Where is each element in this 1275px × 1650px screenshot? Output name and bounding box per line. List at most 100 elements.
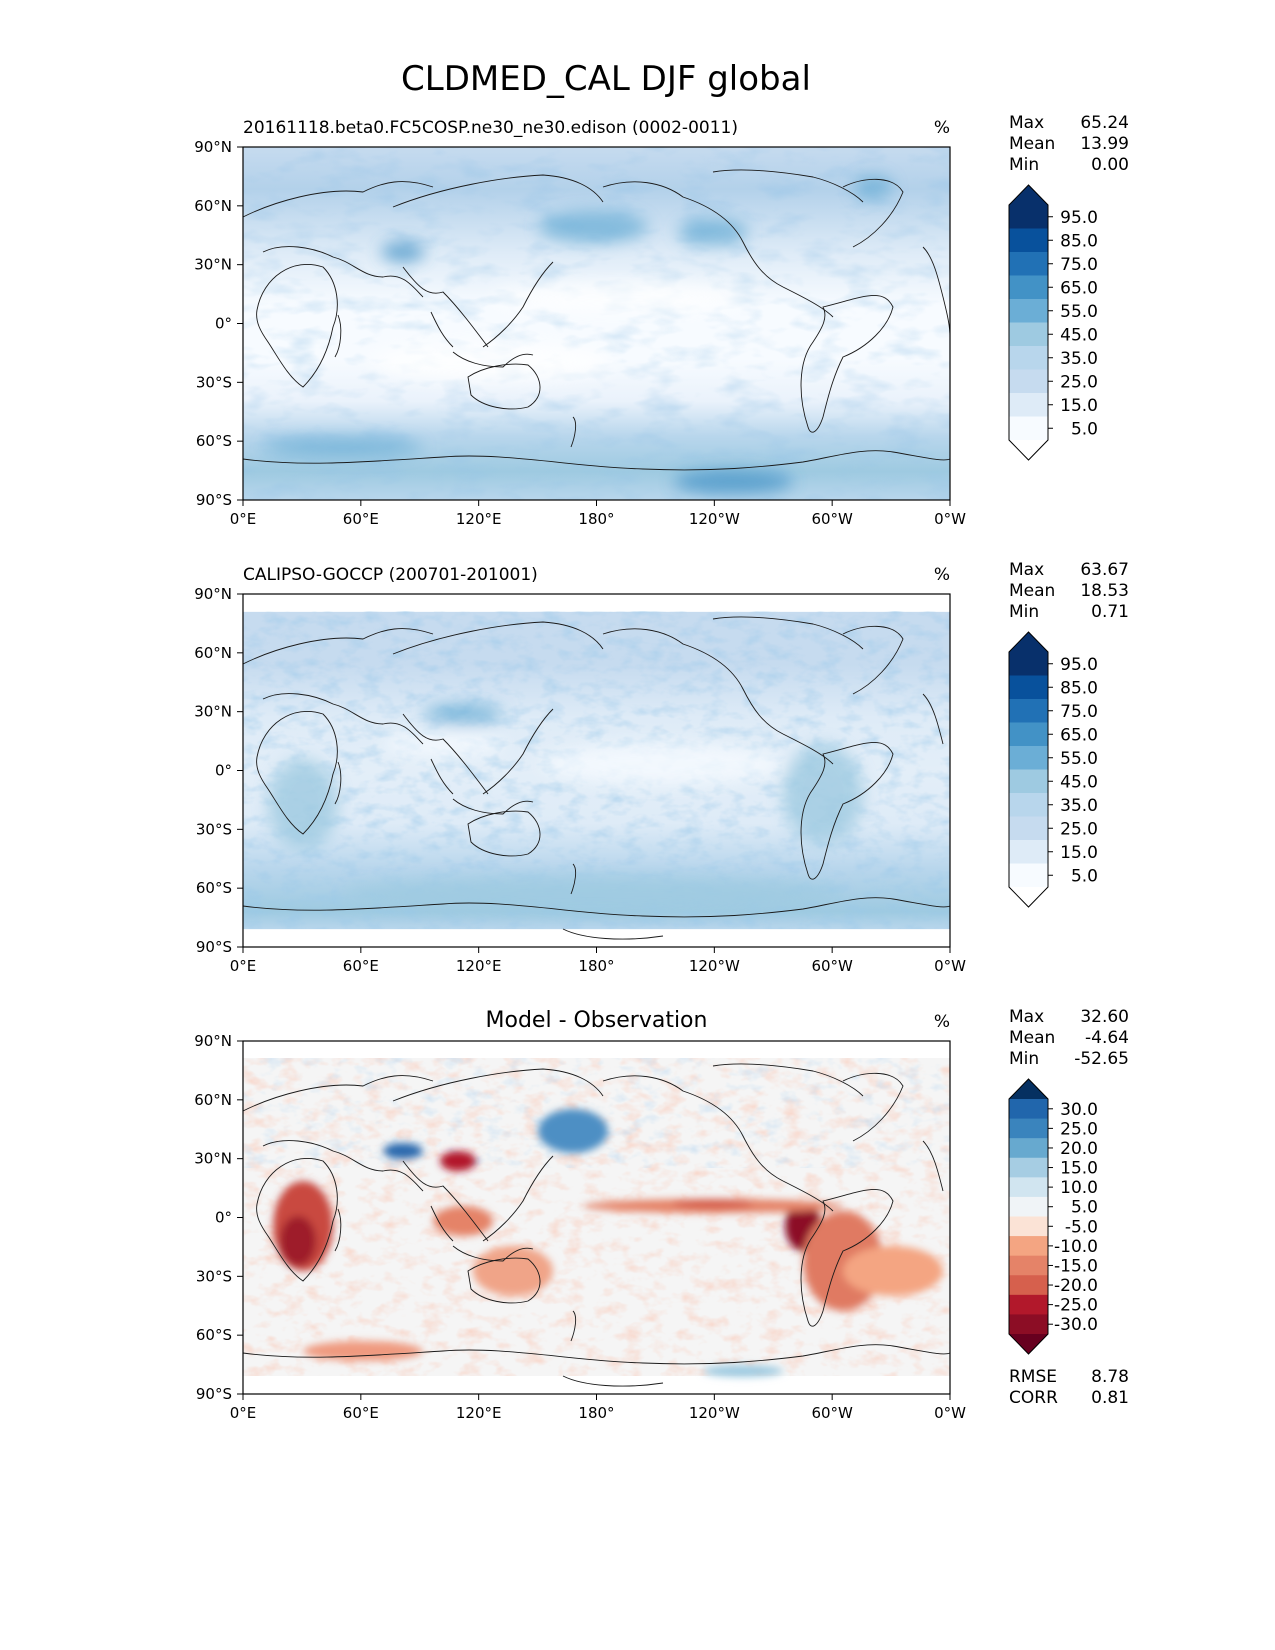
stat-label: Max — [1009, 560, 1044, 580]
y-tick-label: 0° — [215, 315, 232, 333]
colorbar-segment — [1009, 769, 1048, 794]
stat-value: 0.00 — [1091, 155, 1129, 175]
y-tick-label: 60°N — [194, 644, 232, 662]
x-tick-label: 60°E — [343, 1404, 379, 1422]
panel-units: % — [934, 118, 950, 138]
x-tick-label: 60°E — [343, 510, 379, 528]
colorbar-segment — [1009, 393, 1048, 417]
colorbar-tick-label: -25.0 — [1054, 1296, 1098, 1316]
side-panel-test: Max 65.24 Mean 13.99 Min 0.00 95.0 85.0 75.0 65.0… — [1008, 113, 1129, 461]
colorbar: 95.0 85.0 75.0 65.0 55.0 45.0 35.0 25.0 15.0 5.0 — [1008, 184, 1098, 461]
panel-ref: CALIPSO-GOCCP (200701-201001) % — [194, 565, 966, 975]
colorbar-segment — [1009, 675, 1048, 700]
y-tick-label: 60°N — [194, 197, 232, 215]
stat-value: 8.78 — [1091, 1367, 1129, 1387]
stat-label: Mean — [1009, 1028, 1055, 1048]
stat-label: Min — [1009, 602, 1039, 622]
colorbar-segment — [1009, 1177, 1048, 1198]
panel-title: CALIPSO-GOCCP (200701-201001) — [243, 565, 538, 585]
stat-value: 0.81 — [1091, 1388, 1129, 1408]
panel-units: % — [934, 1012, 950, 1032]
colorbar-extend-bottom — [1009, 887, 1048, 907]
panel-title: 20161118.beta0.FC5COSP.ne30_ne30.edison … — [243, 118, 738, 138]
stat-value: 65.24 — [1080, 113, 1129, 133]
colorbar-segment — [1009, 416, 1048, 441]
side-panel-ref: Max 63.67 Mean 18.53 Min 0.71 95.0 85.0 75.0 65.0… — [1008, 560, 1129, 908]
figure-title: CLDMED_CAL DJF global — [401, 59, 811, 99]
colorbar-tick-label: 65.0 — [1060, 278, 1098, 298]
x-tick-label: 60°E — [343, 957, 379, 975]
colorbar-tick-label: 5.0 — [1071, 1198, 1098, 1218]
stat-label: CORR — [1009, 1388, 1058, 1408]
colorbar-tick-label: 5.0 — [1071, 866, 1098, 886]
side-panel-diff: Max 32.60 Mean -4.64 Min -52.65 30.025.020.015… — [1008, 1007, 1129, 1408]
x-tick-label: 0°E — [230, 510, 257, 528]
stat-label: RMSE — [1009, 1367, 1057, 1387]
x-tick-label: 0°W — [934, 1404, 966, 1422]
colorbar-segment — [1009, 863, 1048, 888]
x-tick-label: 60°W — [811, 1404, 853, 1422]
y-tick-label: 60°S — [196, 1326, 232, 1344]
panel-test: 20161118.beta0.FC5COSP.ne30_ne30.edison … — [194, 118, 966, 528]
y-tick-label: 30°N — [194, 703, 232, 721]
colorbar-segment — [1009, 1314, 1048, 1335]
colorbar-segment — [1009, 275, 1048, 300]
y-tick-label: 90°N — [194, 138, 232, 156]
x-tick-label: 0°W — [934, 510, 966, 528]
stat-value: 32.60 — [1080, 1007, 1129, 1027]
x-tick-label: 0°E — [230, 1404, 257, 1422]
panel-title: Model - Observation — [486, 1008, 708, 1033]
colorbar-segment — [1009, 1099, 1048, 1120]
x-tick-label: 60°W — [811, 510, 853, 528]
colorbar-tick-label: -10.0 — [1054, 1237, 1098, 1257]
stat-label: Max — [1009, 1007, 1044, 1027]
stat-value: -52.65 — [1074, 1049, 1129, 1069]
colorbar-tick-label: 25.0 — [1060, 1119, 1098, 1139]
x-tick-label: 0°E — [230, 957, 257, 975]
x-tick-label: 0°W — [934, 957, 966, 975]
colorbar-segment — [1009, 322, 1048, 347]
colorbar-segment — [1009, 1196, 1048, 1217]
colorbar-extend-top — [1009, 1079, 1048, 1099]
map-field — [243, 594, 950, 947]
colorbar-tick-label: 85.0 — [1060, 231, 1098, 251]
x-tick-label: 180° — [578, 510, 614, 528]
x-tick-label: 120°E — [456, 1404, 502, 1422]
colorbar-tick-label: 65.0 — [1060, 725, 1098, 745]
colorbar-tick-label: -15.0 — [1054, 1256, 1098, 1276]
x-tick-label: 120°E — [456, 957, 502, 975]
colorbar-tick-label: 45.0 — [1060, 772, 1098, 792]
colorbar-tick-label: 35.0 — [1060, 349, 1098, 369]
panel-units: % — [934, 565, 950, 585]
x-tick-label: 120°W — [689, 510, 740, 528]
colorbar-segment — [1009, 299, 1048, 323]
colorbar-tick-label: 45.0 — [1060, 325, 1098, 345]
colorbar-outline — [1008, 631, 1049, 908]
colorbar-tick-label: 15.0 — [1060, 1159, 1098, 1179]
colorbar-extend-top — [1009, 632, 1048, 652]
stat-label: Mean — [1009, 134, 1055, 154]
coastlines — [242, 1063, 951, 1387]
y-tick-label: 90°S — [196, 1385, 232, 1403]
y-tick-label: 60°N — [194, 1091, 232, 1109]
x-tick-label: 180° — [578, 1404, 614, 1422]
colorbar-tick-label: 95.0 — [1060, 655, 1098, 675]
colorbar-outline — [1008, 1078, 1049, 1355]
colorbar-segment — [1009, 793, 1048, 817]
y-tick-label: 60°S — [196, 879, 232, 897]
stat-label: Min — [1009, 1049, 1039, 1069]
y-tick-label: 60°S — [196, 432, 232, 450]
stat-value: 18.53 — [1080, 581, 1129, 601]
colorbar-segment — [1009, 699, 1048, 723]
colorbar-tick-label: 75.0 — [1060, 255, 1098, 275]
y-tick-label: 0° — [215, 1209, 232, 1227]
colorbar-segment — [1009, 722, 1048, 747]
y-tick-label: 30°S — [196, 373, 232, 391]
x-tick-label: 120°E — [456, 510, 502, 528]
y-tick-label: 90°N — [194, 585, 232, 603]
colorbar-tick-label: 25.0 — [1060, 372, 1098, 392]
coastlines — [242, 169, 951, 471]
y-tick-label: 30°S — [196, 1267, 232, 1285]
colorbar-tick-label: 10.0 — [1060, 1178, 1098, 1198]
